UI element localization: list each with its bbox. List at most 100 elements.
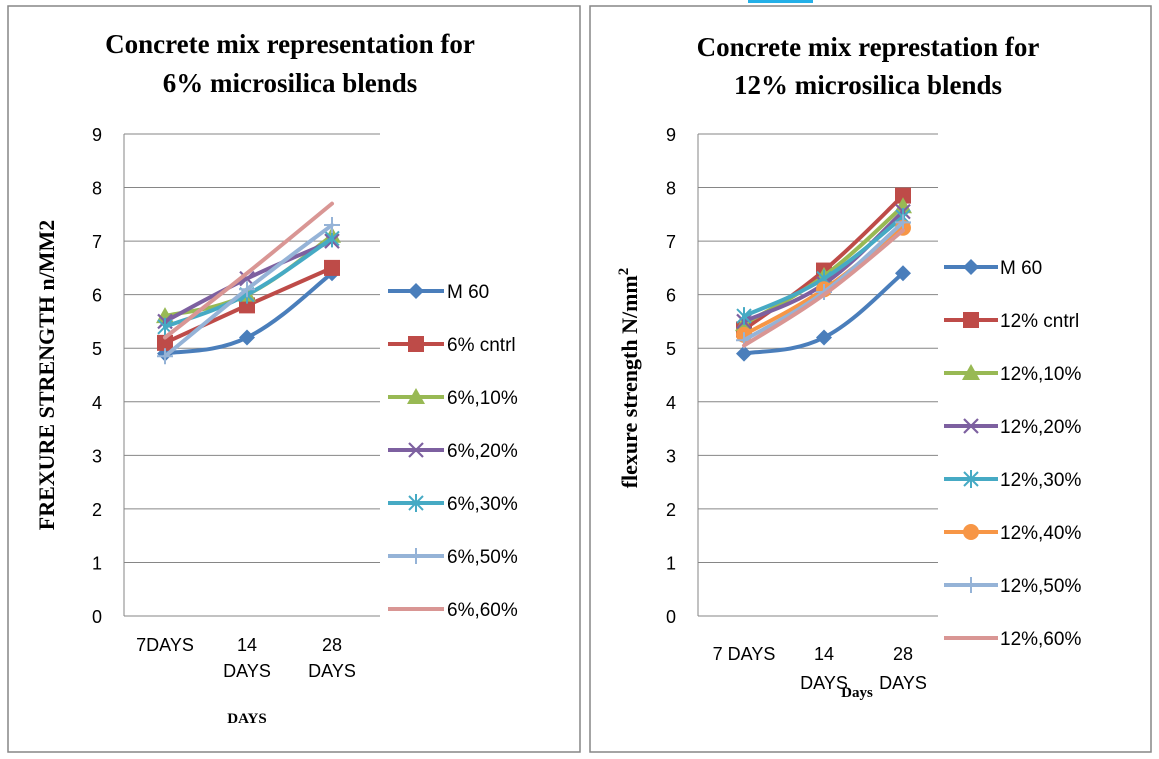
y-tick-label: 7 — [92, 232, 102, 252]
legend-entry: 12%,50% — [944, 576, 1081, 597]
chart-title-line: Concrete mix representation for — [105, 29, 475, 59]
legend-marker — [963, 470, 979, 488]
header-strip — [748, 0, 813, 3]
legend-entry: 6%,10% — [388, 388, 518, 409]
legend-label: 12%,40% — [1000, 523, 1081, 544]
legend-entry: M 60 — [388, 282, 489, 303]
legend-marker — [962, 364, 980, 380]
data-point — [157, 348, 173, 365]
legend-label: 6%,30% — [447, 494, 518, 515]
legend-entry: 12%,10% — [944, 364, 1081, 385]
y-tick-label: 7 — [666, 232, 676, 252]
legend-label: 6% cntrl — [447, 335, 516, 356]
x-tick-label: 7DAYS — [136, 635, 194, 655]
x-tick-label: DAYS — [308, 661, 356, 681]
x-axis-label: DAYS — [227, 711, 266, 727]
legend-label: M 60 — [447, 282, 489, 303]
y-tick-label: 4 — [666, 393, 676, 413]
legend-entry: M 60 — [944, 258, 1042, 279]
legend-label: 12%,50% — [1000, 576, 1081, 597]
x-tick-label: DAYS — [800, 673, 848, 693]
data-point — [895, 214, 911, 231]
series-6%,50% — [157, 217, 340, 365]
legend-marker — [408, 283, 424, 299]
legend-label: 12%,30% — [1000, 470, 1081, 491]
data-point — [894, 197, 912, 214]
legend-label: M 60 — [1000, 258, 1042, 279]
y-tick-label: 3 — [92, 446, 102, 466]
legend-entry: 6%,60% — [388, 600, 518, 621]
y-tick-label: 5 — [92, 339, 102, 359]
x-tick-label: 14 — [237, 635, 257, 655]
series-line — [742, 228, 905, 348]
data-point — [895, 265, 911, 282]
series-M 60 — [736, 265, 911, 362]
chart-title-line: 12% microsilica blends — [734, 70, 1002, 100]
legend-label: 12% cntrl — [1000, 311, 1079, 332]
x-tick-label: DAYS — [879, 673, 927, 693]
legend-entry: 6% cntrl — [388, 335, 516, 356]
y-tick-label: 0 — [666, 607, 676, 627]
legend-marker — [408, 494, 424, 512]
legend-entry: 12%,40% — [944, 523, 1081, 544]
chart-title-line: Concrete mix represtation for — [697, 32, 1040, 62]
y-tick-label: 4 — [92, 393, 102, 413]
x-tick-label: DAYS — [223, 661, 271, 681]
x-tick-label: 7 DAYS — [713, 644, 776, 664]
legend-entry: 6%,20% — [388, 441, 518, 462]
legend-marker — [963, 418, 979, 434]
legend-entry: 12%,60% — [944, 629, 1081, 650]
legend-entry: 12%,30% — [944, 470, 1081, 491]
data-point — [736, 307, 752, 326]
x-tick-label: 14 — [814, 644, 834, 664]
data-point — [324, 217, 340, 234]
chart-border — [589, 5, 1152, 753]
chart-panel-2: Concrete mix represtation for 12% microsi… — [589, 5, 1152, 753]
x-tick-label: 28 — [322, 635, 342, 655]
legend-marker — [963, 259, 979, 275]
legend-label: 6%,20% — [447, 441, 518, 462]
y-tick-label: 3 — [666, 446, 676, 466]
chart-panel-1: Concrete mix representation for 6% micros… — [7, 5, 581, 753]
legend-label: 12%,10% — [1000, 364, 1081, 385]
y-tick-label: 9 — [92, 125, 102, 145]
legend-entry: 12%,20% — [944, 417, 1081, 438]
x-axis-label: Days — [841, 685, 873, 701]
data-point — [324, 259, 340, 276]
y-tick-label: 8 — [666, 179, 676, 199]
legend-label: 12%,20% — [1000, 417, 1081, 438]
legend-label: 12%,60% — [1000, 629, 1081, 650]
y-tick-label: 1 — [92, 553, 102, 573]
y-axis-label: FREXURE STRENGTH n/MM2 — [34, 220, 59, 530]
legend-marker — [408, 548, 424, 564]
y-axis-label: flexure strength N/mm2 — [616, 268, 642, 489]
y-tick-label: 9 — [666, 125, 676, 145]
data-point — [239, 281, 255, 298]
chart-title-line: 6% microsilica blends — [163, 68, 418, 98]
y-tick-label: 8 — [92, 179, 102, 199]
y-tick-label: 0 — [92, 607, 102, 627]
legend-marker — [407, 388, 425, 404]
legend-label: 6%,60% — [447, 600, 518, 621]
legend-marker — [408, 336, 424, 352]
legend-label: 6%,50% — [447, 547, 518, 568]
data-point — [816, 329, 832, 346]
legend-marker — [408, 442, 424, 458]
legend-entry: 12% cntrl — [944, 311, 1079, 332]
data-point — [157, 334, 173, 351]
legend-marker — [963, 577, 979, 593]
y-tick-label: 6 — [666, 286, 676, 306]
data-point — [239, 329, 255, 346]
series-6%,60% — [163, 201, 334, 340]
legend-entry: 6%,30% — [388, 494, 518, 515]
y-tick-label: 1 — [666, 553, 676, 573]
y-tick-label: 2 — [666, 500, 676, 520]
legend-marker — [963, 312, 979, 328]
chart-border — [7, 5, 581, 753]
data-point — [736, 345, 752, 362]
legend-entry: 6%,50% — [388, 547, 518, 568]
series-12%,60% — [742, 228, 905, 348]
series-line — [163, 201, 334, 340]
y-tick-label: 6 — [92, 286, 102, 306]
